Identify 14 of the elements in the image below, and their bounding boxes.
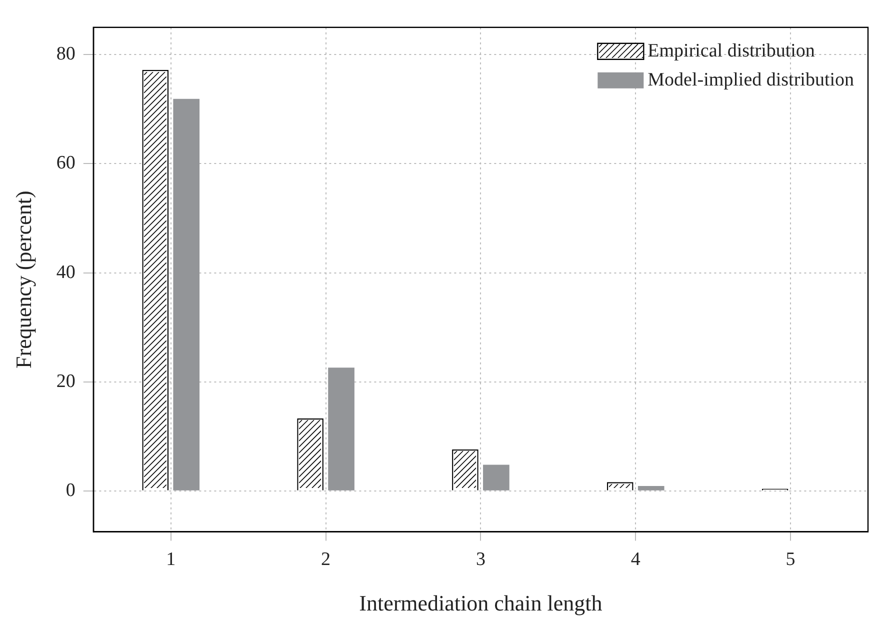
x-tick-label: 5: [786, 549, 796, 570]
x-tick-label: 3: [476, 549, 486, 570]
x-tick-label: 2: [321, 549, 331, 570]
legend-label: Model-implied distribution: [648, 69, 854, 90]
y-tick-label: 20: [56, 370, 76, 392]
y-tick-label: 40: [56, 262, 76, 283]
y-axis-title: Frequency (percent): [10, 190, 36, 368]
y-tick-label: 60: [56, 152, 76, 174]
legend-label: Empirical distribution: [648, 40, 816, 62]
y-tick-label: 80: [56, 44, 76, 65]
x-axis-title: Intermediation chain length: [359, 590, 602, 616]
x-tick-label: 4: [630, 549, 641, 570]
y-tick-label: 0: [66, 480, 76, 501]
x-tick-label: 1: [166, 549, 176, 570]
